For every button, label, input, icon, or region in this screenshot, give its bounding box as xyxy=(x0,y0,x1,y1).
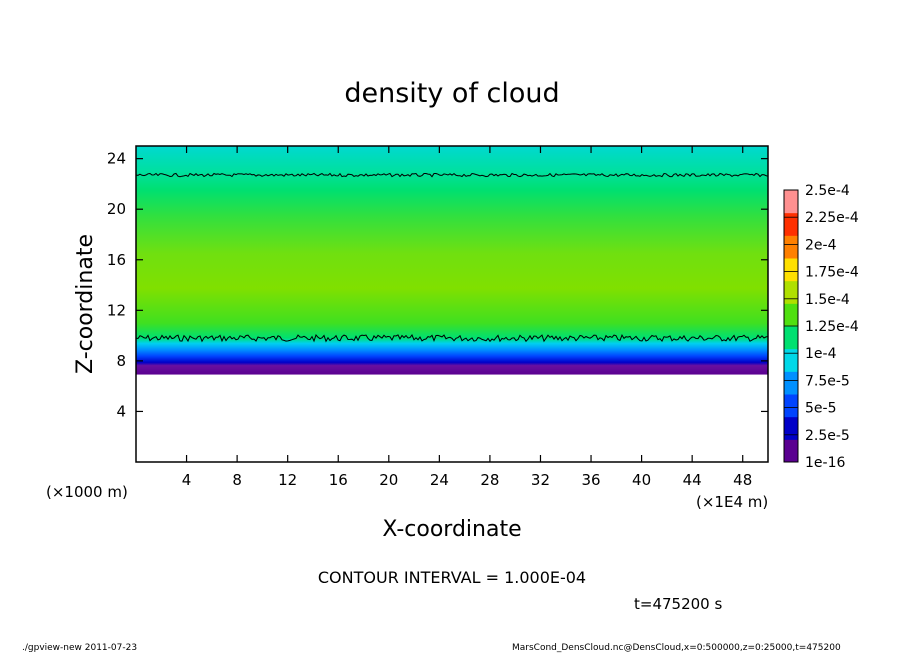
chart-title: density of cloud xyxy=(344,78,559,109)
contour-interval: CONTOUR INTERVAL = 1.000E-04 xyxy=(318,568,586,587)
y-axis-ticks: 4 8 12 16 20 24 xyxy=(107,150,768,420)
x-unit-left: (×1000 m) xyxy=(46,483,128,501)
x-unit-right: (×1E4 m) xyxy=(696,493,768,511)
colorbar-band xyxy=(784,258,798,282)
colorbar: 1e-16 2.5e-5 5e-5 7.5e-5 1e-4 1.25e-4 1.5e-4 1.… xyxy=(783,183,859,471)
colorbar-label: 7.5e-5 xyxy=(805,373,850,389)
y-axis-label: Z-coordinate xyxy=(73,234,98,374)
x-tick-label: 16 xyxy=(329,471,348,489)
colorbar-band xyxy=(784,190,798,214)
footer-right: MarsCond_DensCloud.nc@DensCloud,x=0:5000… xyxy=(512,643,841,653)
x-tick-label: 8 xyxy=(232,471,242,489)
colorbar-band xyxy=(784,303,798,327)
plot-frame xyxy=(135,145,769,463)
colorbar-label: 1.25e-4 xyxy=(805,319,859,335)
x-tick-label: 36 xyxy=(581,471,600,489)
contour-line xyxy=(135,172,769,178)
colorbar-label: 1e-4 xyxy=(805,346,837,362)
colorbar-label: 1e-16 xyxy=(805,455,845,471)
colorbar-label: 2e-4 xyxy=(805,237,837,253)
x-tick-label: 4 xyxy=(182,471,192,489)
time-label: t=475200 s xyxy=(634,595,722,613)
x-tick-label: 20 xyxy=(379,471,398,489)
x-tick-label: 48 xyxy=(733,471,752,489)
x-tick-label: 28 xyxy=(480,471,499,489)
colorbar-band xyxy=(784,394,798,418)
colorbar-band xyxy=(784,280,798,304)
colorbar-band xyxy=(784,371,798,395)
colorbar-band xyxy=(784,212,798,236)
y-tick-label: 4 xyxy=(116,402,126,420)
colorbar-band xyxy=(784,326,798,350)
y-tick-label: 16 xyxy=(107,251,126,269)
colorbar-label: 2.25e-4 xyxy=(805,210,859,226)
colorbar-band xyxy=(784,235,798,259)
x-tick-label: 32 xyxy=(531,471,550,489)
colorbar-label: 5e-5 xyxy=(805,401,836,417)
x-axis-label: X-coordinate xyxy=(382,517,521,542)
x-tick-label: 40 xyxy=(632,471,651,489)
colorbar-label: 2.5e-5 xyxy=(805,428,850,444)
x-tick-label: 44 xyxy=(683,471,702,489)
y-tick-label: 12 xyxy=(107,301,126,319)
contour-lines xyxy=(135,172,769,343)
y-tick-label: 24 xyxy=(107,150,126,168)
x-axis-ticks: 4 8 12 16 20 24 28 32 36 40 44 48 xyxy=(182,146,752,489)
colorbar-band xyxy=(784,348,798,372)
x-tick-label: 24 xyxy=(430,471,449,489)
x-tick-label: 12 xyxy=(278,471,297,489)
colorbar-band xyxy=(784,439,798,463)
density-field xyxy=(136,146,768,462)
footer-left: ./gpview-new 2011-07-23 xyxy=(22,643,137,653)
colorbar-label: 1.75e-4 xyxy=(805,265,859,281)
colorbar-label: 2.5e-4 xyxy=(805,183,850,199)
y-tick-label: 8 xyxy=(116,352,126,370)
colorbar-label: 1.5e-4 xyxy=(805,292,850,308)
y-tick-label: 20 xyxy=(107,200,126,218)
colorbar-band xyxy=(784,416,798,440)
contour-line xyxy=(135,333,769,343)
